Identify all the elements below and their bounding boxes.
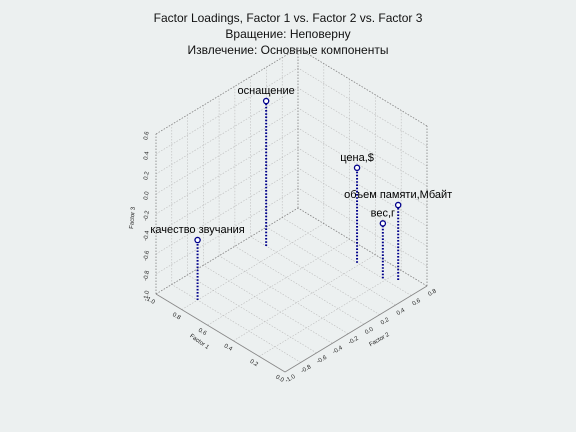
box-edge — [155, 293, 286, 373]
wall-grid-line — [155, 127, 299, 215]
z-tick-label: -0.6 — [143, 250, 151, 262]
floor-grid-line — [171, 284, 301, 363]
data-point — [394, 201, 402, 209]
y-tick-label: 0.6 — [412, 298, 423, 308]
z-tick-label: 0.6 — [143, 131, 150, 141]
floor-grid-line — [218, 255, 349, 335]
data-point — [379, 220, 387, 227]
chart-titles: Factor Loadings, Factor 1 vs. Factor 2 v… — [0, 10, 576, 58]
z-tick-label: -0.2 — [143, 210, 151, 222]
z-tick-label: 0.4 — [143, 151, 150, 161]
y-tick-label: 0.0 — [364, 326, 375, 336]
y-tick-label: 0.4 — [396, 307, 407, 317]
floor-grid-line — [234, 245, 365, 325]
floor-grid-line — [282, 217, 412, 296]
chart-subtitle-2: Извлечение: Основные компоненты — [187, 43, 389, 57]
wall-grid-line — [155, 87, 299, 175]
z-tick-label: 0.2 — [143, 171, 150, 181]
data-point-label: оснащение — [238, 85, 295, 97]
wall-grid-line — [297, 147, 428, 227]
y-tick-label: 0.8 — [427, 288, 438, 298]
data-point — [353, 164, 361, 172]
data-point-label: объем памяти,Мбайт — [344, 189, 452, 201]
wall-grid-line — [155, 147, 299, 235]
x-tick-label: 0.4 — [223, 343, 234, 353]
wall-grid-line — [155, 187, 299, 275]
box-edge — [297, 207, 428, 287]
floor-grid-line — [181, 223, 324, 310]
floor-grid-line — [187, 274, 317, 354]
z-tick-label: 0.0 — [143, 191, 150, 201]
y-axis-label: Factor 2 — [368, 332, 391, 349]
wall-grid-line — [155, 167, 299, 255]
box-edge — [155, 207, 299, 295]
wall-grid-line — [297, 67, 428, 147]
x-tick-label: 0.0 — [274, 374, 285, 384]
wall-grid-line — [297, 127, 428, 207]
box-edge — [284, 285, 428, 373]
data-point — [194, 236, 201, 244]
wall-grid-line — [297, 167, 428, 247]
x-axis-label: Factor 1 — [188, 333, 210, 351]
y-tick-label: -0.2 — [348, 335, 361, 346]
y-tick-label: -0.6 — [316, 355, 329, 366]
chart-subtitle: Вращение: Неповерну — [225, 27, 351, 41]
box-edge — [155, 47, 299, 135]
box-edge — [297, 47, 428, 127]
floor-grid-line — [233, 254, 376, 342]
x-tick-label: 0.6 — [197, 328, 208, 338]
wall-grid-line — [297, 187, 428, 267]
floor-grid-line — [266, 226, 396, 306]
floor-grid-line — [250, 236, 380, 315]
x-tick-label: 0.2 — [249, 359, 260, 369]
point-layer: объем памяти,Мбайт вес,г цена,$ оснащение ка… — [150, 85, 452, 301]
data-point — [262, 97, 270, 105]
x-tick-label: 0.8 — [171, 312, 182, 322]
data-point-label: вес,г — [371, 207, 395, 219]
data-point-label: цена,$ — [340, 152, 374, 164]
z-tick-label: -0.8 — [143, 270, 151, 282]
z-axis-label: Factor 3 — [129, 206, 137, 229]
z-tick-label: -1.0 — [143, 290, 151, 302]
wall-grid-line — [297, 87, 428, 167]
floor-grid-line — [207, 238, 350, 326]
y-tick-label: 0.2 — [380, 317, 391, 327]
wall-grid-line — [297, 107, 428, 187]
y-tick-label: -1.0 — [285, 374, 298, 385]
wall-grid-line — [155, 107, 299, 195]
axis-layer: 0.00.20.40.60.81.0-1.0-0.8-0.6-0.4-0.20.… — [129, 47, 438, 385]
y-tick-label: -0.8 — [300, 364, 313, 375]
wall-grid-line — [155, 67, 299, 155]
floor-grid-line — [203, 265, 333, 344]
y-tick-label: -0.4 — [332, 345, 345, 356]
z-tick-label: -0.4 — [143, 230, 151, 242]
x-tick-label: 1.0 — [145, 296, 156, 306]
chart-title: Factor Loadings, Factor 1 vs. Factor 2 v… — [153, 11, 423, 25]
data-point-label: качество звучания — [150, 224, 244, 236]
floor-grid-line — [259, 270, 402, 357]
